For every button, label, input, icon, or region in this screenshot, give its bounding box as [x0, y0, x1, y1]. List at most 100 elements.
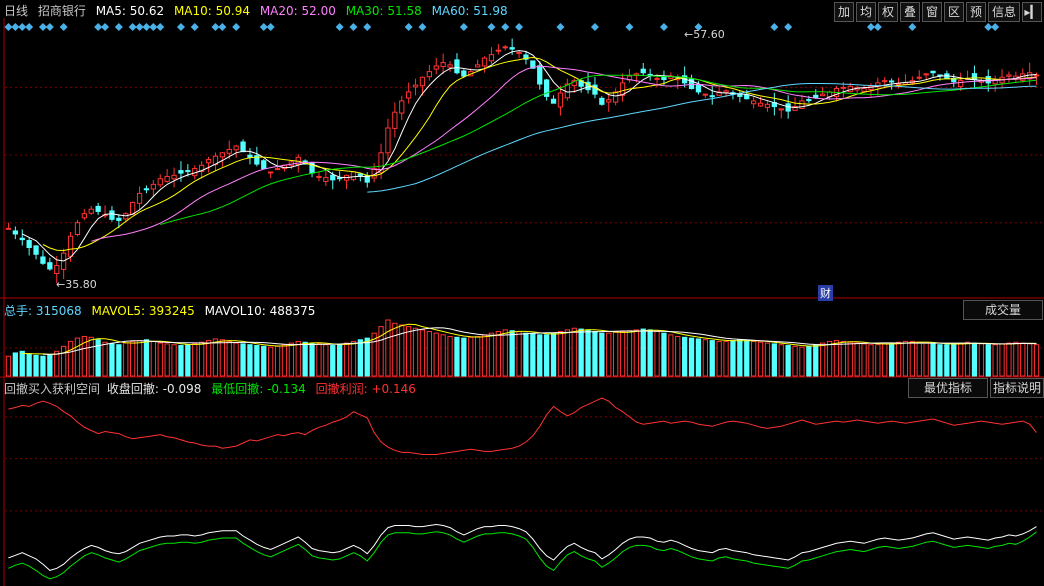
close-drawdown-value: 收盘回撤: -0.098 — [106, 382, 202, 396]
volume-bar — [371, 332, 377, 377]
volume-bar — [95, 339, 101, 377]
candle-down — [178, 170, 184, 174]
volume-bar — [143, 339, 150, 377]
signal-diamond — [94, 23, 103, 31]
volume-bar — [909, 340, 915, 377]
candle-down — [240, 141, 246, 153]
signal-diamond — [418, 23, 427, 31]
indicator-help-button[interactable]: 指标说明 — [990, 378, 1044, 398]
volume-bar — [509, 330, 515, 377]
volume-bar — [564, 329, 570, 377]
finance-marker[interactable]: 财 — [818, 285, 833, 301]
volume-bar — [219, 339, 225, 377]
volume-header: 总手: 315068 MAVOL5: 393245 MAVOL10: 48837… — [4, 303, 321, 319]
volume-bar — [875, 344, 881, 377]
signal-diamond — [38, 23, 47, 31]
volume-bar — [192, 343, 198, 377]
exit-icon[interactable]: ▸▎ — [1022, 2, 1042, 22]
volume-bar — [882, 343, 888, 377]
low-price-annotation: ←35.80 — [56, 278, 97, 291]
candle-up — [792, 106, 798, 111]
volume-button[interactable]: 成交量 — [963, 300, 1043, 320]
candle-down — [330, 174, 336, 181]
candle-up — [751, 100, 757, 105]
candle-up — [157, 178, 163, 186]
toolbar-range-button[interactable]: 区 — [944, 2, 964, 22]
volume-bar — [937, 344, 943, 377]
toolbar-average-button[interactable]: 均 — [856, 2, 876, 22]
volume-bar — [1006, 342, 1012, 377]
signal-diamond — [25, 23, 34, 31]
toolbar-add-button[interactable]: 加 — [834, 2, 854, 22]
volume-bar — [254, 345, 260, 377]
volume-bar — [895, 341, 902, 377]
candle-up — [350, 171, 357, 181]
volume-bar — [295, 340, 301, 377]
volume-bar — [550, 332, 557, 377]
candle-up — [150, 183, 156, 190]
ma5-value: MA5: 50.62 — [95, 4, 165, 18]
volume-bar — [647, 329, 653, 377]
volume-bar — [571, 327, 577, 377]
candle-down — [889, 80, 895, 83]
volume-bar — [392, 322, 398, 377]
signal-diamond — [694, 23, 703, 31]
volume-bar — [5, 355, 12, 377]
volume-bar — [116, 344, 122, 377]
candle-down — [19, 237, 25, 241]
toolbar: 加 均 权 叠 窗 区 预 信息 ▸▎ — [834, 2, 1042, 22]
candle-up — [130, 201, 136, 215]
volume-bar — [447, 335, 453, 377]
volume-total: 总手: 315068 — [4, 304, 82, 318]
signal-diamond — [487, 23, 496, 31]
volume-bar — [599, 332, 605, 377]
volume-bar — [495, 331, 501, 377]
signal-diamond — [625, 23, 634, 31]
candle-down — [109, 210, 115, 220]
volume-bar — [813, 344, 819, 377]
volume-bar — [840, 340, 846, 377]
candle-down — [454, 59, 460, 74]
toolbar-window-button[interactable]: 窗 — [922, 2, 942, 22]
candle-down — [143, 188, 150, 191]
volume-bar — [123, 342, 129, 377]
candle-up — [923, 73, 929, 76]
indicator-title: 回撤买入获利空间 — [4, 382, 101, 396]
mavol10-value: MAVOL10: 488375 — [204, 304, 316, 318]
candle-up — [840, 86, 846, 89]
volume-bar — [357, 339, 363, 377]
best-indicator-button[interactable]: 最优指标 — [908, 378, 988, 398]
candle-up — [764, 103, 771, 108]
candle-down — [12, 230, 18, 235]
ma5-line — [22, 50, 1037, 262]
candle-up — [1006, 74, 1012, 77]
volume-bar — [751, 340, 757, 377]
candle-down — [337, 177, 343, 180]
close-drawdown-line — [8, 523, 1037, 571]
volume-bar — [212, 338, 219, 377]
volume-bar — [488, 332, 495, 377]
volume-bar — [171, 344, 177, 377]
volume-bar — [544, 334, 550, 377]
period-label[interactable]: 日线 — [4, 4, 29, 18]
toolbar-rights-button[interactable]: 权 — [878, 2, 898, 22]
candle-down — [688, 78, 695, 90]
volume-bar — [778, 344, 784, 377]
candle-down — [930, 70, 936, 74]
volume-bar — [433, 332, 439, 377]
toolbar-overlay-button[interactable]: 叠 — [900, 2, 920, 22]
toolbar-forecast-button[interactable]: 预 — [966, 2, 986, 22]
candle-up — [433, 65, 439, 70]
volume-bar — [454, 336, 460, 377]
signal-diamond — [784, 23, 793, 31]
volume-bar — [33, 354, 39, 377]
volume-bar — [723, 340, 729, 377]
candle-up — [868, 85, 874, 90]
toolbar-info-button[interactable]: 信息 — [988, 2, 1020, 22]
volume-bar — [792, 345, 798, 377]
volume-bar — [67, 340, 74, 377]
volume-bar — [633, 329, 639, 377]
candle-down — [544, 79, 550, 97]
candle-up — [274, 168, 281, 171]
